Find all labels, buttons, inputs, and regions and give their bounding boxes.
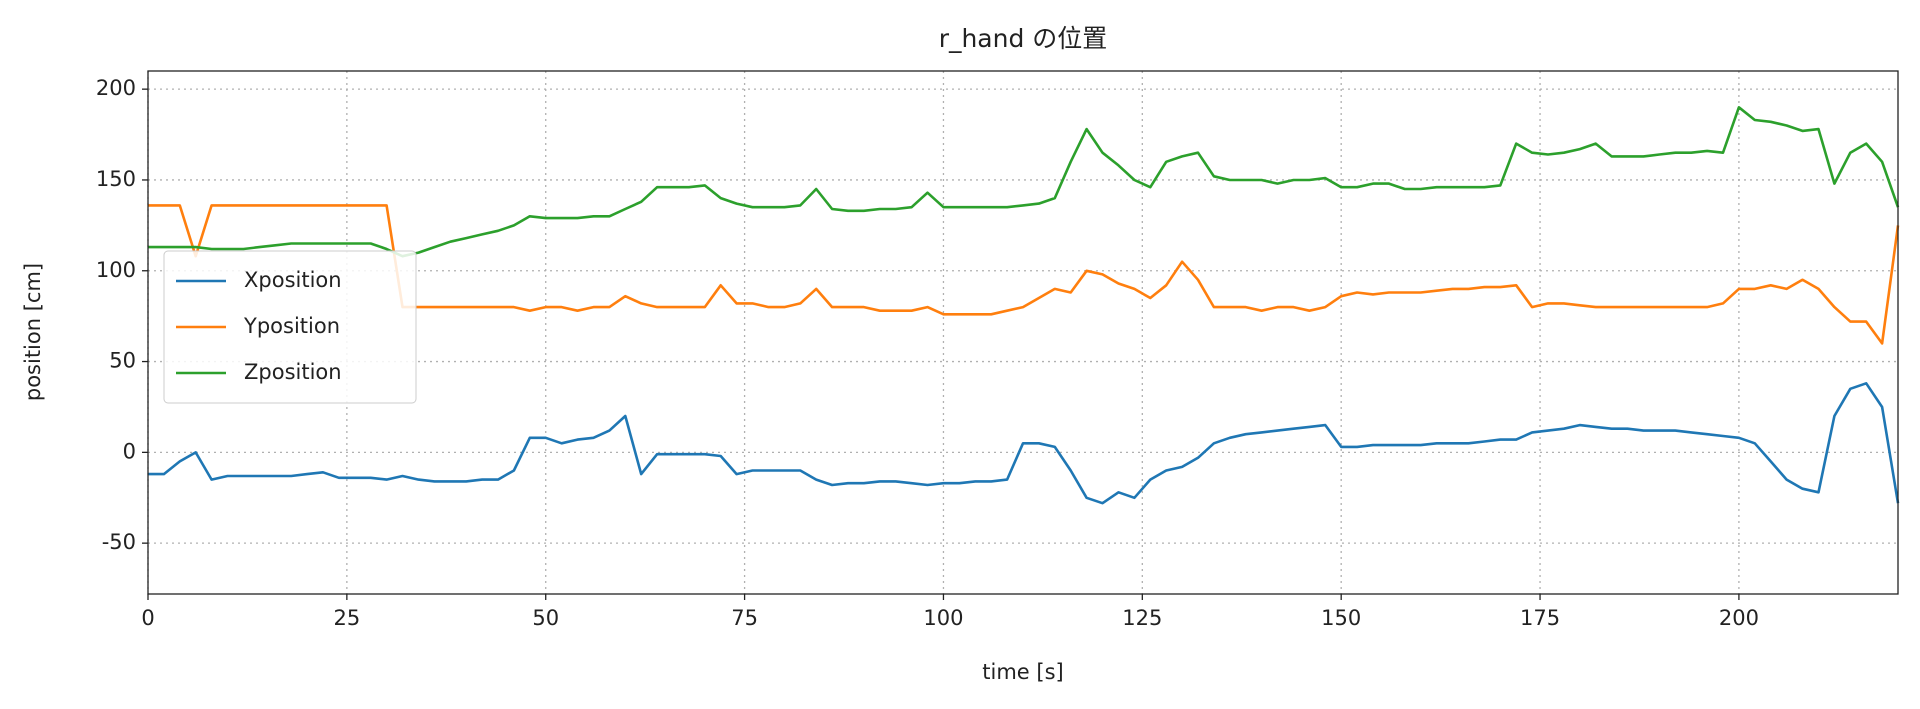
x-tick-label: 150 [1321, 606, 1361, 630]
legend-label: Yposition [243, 314, 340, 338]
x-tick-label: 175 [1520, 606, 1560, 630]
y-tick-label: 50 [109, 349, 136, 373]
y-tick-label: 0 [123, 439, 136, 463]
x-tick-label: 25 [333, 606, 360, 630]
x-axis-label: time [s] [982, 660, 1063, 684]
y-axis-label: position [cm] [21, 263, 45, 401]
data-line [148, 382, 1900, 505]
plot-frame [147, 70, 1899, 595]
x-tick-label: 75 [731, 606, 758, 630]
data-line [148, 204, 1900, 345]
y-tick-label: 200 [96, 76, 136, 100]
x-tick-label: 125 [1122, 606, 1162, 630]
y-tick-label: 100 [96, 258, 136, 282]
data-line [148, 106, 1900, 258]
x-tick-label: 100 [923, 606, 963, 630]
x-tick-label: 200 [1719, 606, 1759, 630]
x-tick-label: 50 [532, 606, 559, 630]
legend: Xposition Yposition Zposition [163, 250, 417, 404]
y-tick-label: -50 [102, 530, 136, 554]
x-tick-label: 0 [141, 606, 154, 630]
legend-box [163, 250, 417, 404]
y-tick-label: 150 [96, 167, 136, 191]
legend-label: Zposition [244, 360, 342, 384]
legend-label: Xposition [244, 268, 342, 292]
chart-title: r_hand の位置 [939, 24, 1108, 53]
